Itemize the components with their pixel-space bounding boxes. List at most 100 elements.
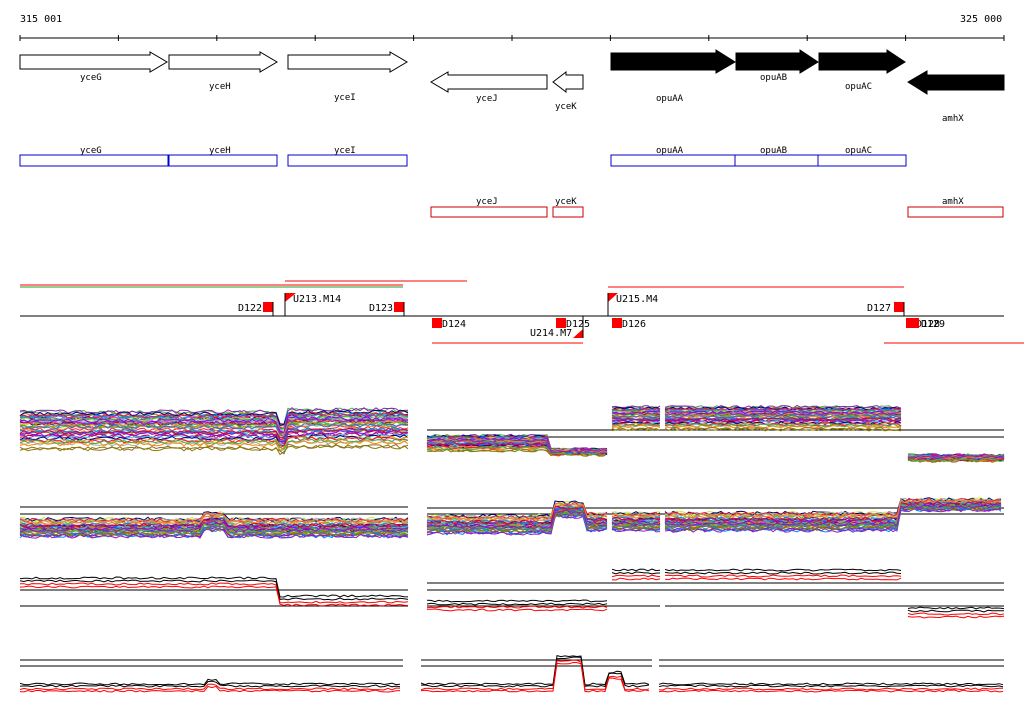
annotation-box-amhx[interactable]: amhX xyxy=(907,197,1004,218)
gene-label-ycej: yceJ xyxy=(476,94,498,104)
expression-trace xyxy=(19,411,409,429)
expression-trace xyxy=(426,409,1005,459)
annotation-label-yceh: yceH xyxy=(209,146,231,156)
annotation-box-opuab[interactable]: opuAB xyxy=(734,146,819,167)
expression-trace xyxy=(19,444,409,456)
expression-trace xyxy=(19,516,409,528)
coordinate-ruler: 315 001 325 000 xyxy=(19,14,1005,41)
mark-d126[interactable]: D126 xyxy=(612,318,646,330)
expression-trace xyxy=(426,409,1005,459)
mark-d123[interactable]: D123 xyxy=(369,302,405,316)
annotation-label-ycek: yceK xyxy=(555,197,577,207)
gene-arrow-ycei[interactable]: yceI xyxy=(287,51,408,103)
expression-trace xyxy=(19,434,409,446)
expression-trace xyxy=(420,656,1004,688)
gene-arrow-opuac[interactable]: opuAC xyxy=(818,49,906,92)
annotation-label-opuab: opuAB xyxy=(760,146,787,156)
expression-trace xyxy=(426,413,1004,460)
mark-d127[interactable]: D127 xyxy=(867,302,905,316)
mark-label-u213: U213.M14 xyxy=(293,294,341,305)
expression-trace xyxy=(20,582,409,604)
annotation-label-opuac: opuAC xyxy=(845,146,872,156)
mark-label-u214: U214.M7 xyxy=(530,328,572,339)
expression-trace xyxy=(19,437,409,450)
expression-trace xyxy=(19,576,409,598)
annotation-box-opuaa[interactable]: opuAA xyxy=(610,146,736,167)
transcript-lines xyxy=(20,280,1024,344)
expression-trace xyxy=(426,568,1005,610)
mark-d124[interactable]: D124 xyxy=(432,318,466,330)
expression-trace xyxy=(19,440,409,452)
gene-label-yceh: yceH xyxy=(209,82,231,92)
mark-d125[interactable]: D125 xyxy=(556,318,590,330)
expression-trace xyxy=(426,574,1005,616)
mark-u214[interactable]: U214.M7 xyxy=(530,316,584,339)
expression-trace xyxy=(19,422,409,438)
expression-trace xyxy=(19,683,401,691)
expression-trace xyxy=(19,520,409,531)
mark-d122[interactable]: D122 xyxy=(238,302,274,316)
annotation-label-amhx: amhX xyxy=(942,197,964,207)
annotation-label-ycei: yceI xyxy=(334,146,356,156)
expression-trace xyxy=(19,585,409,607)
expression-trace xyxy=(426,427,1005,463)
mark-label-d124: D124 xyxy=(442,319,466,330)
expression-trace xyxy=(426,507,1002,536)
expression-trace xyxy=(19,685,401,693)
expression-trace xyxy=(426,414,1005,460)
expression-trace xyxy=(19,427,409,440)
expression-trace xyxy=(19,416,409,433)
gene-label-opuac: opuAC xyxy=(845,82,872,92)
expression-trace xyxy=(19,418,409,434)
expression-trace xyxy=(19,522,409,533)
mark-u213[interactable]: U213.M14 xyxy=(284,293,341,316)
annotation-box-ycei[interactable]: yceI xyxy=(287,146,408,167)
expression-trace xyxy=(426,498,1002,521)
annotation-track-forward: yceG yceH yceI opuAA opuAB opuAC xyxy=(19,146,907,167)
annotation-label-opuaa: opuAA xyxy=(656,146,684,156)
annotation-label-ycej: yceJ xyxy=(476,197,498,207)
mark-d129[interactable]: D129 xyxy=(911,318,945,330)
gene-label-ycei: yceI xyxy=(334,93,356,103)
gene-label-ycee: yceG xyxy=(80,73,102,83)
gene-label-amhx: amhX xyxy=(942,114,964,124)
expression-profiles xyxy=(19,404,1005,693)
gene-arrow-opuaa[interactable]: opuAA xyxy=(610,49,736,104)
ruler-start-label: 315 001 xyxy=(20,14,62,25)
gene-arrow-ycee[interactable]: yceG xyxy=(19,51,168,83)
mark-label-d126: D126 xyxy=(622,319,646,330)
expression-trace xyxy=(426,411,1005,459)
expression-trace xyxy=(19,512,409,524)
expression-trace xyxy=(426,503,1002,530)
gene-arrow-ycek[interactable]: yceK xyxy=(552,70,584,112)
gene-arrow-opuab[interactable]: opuAB xyxy=(735,49,819,83)
expression-trace xyxy=(19,433,409,446)
mark-label-d123: D123 xyxy=(369,303,393,314)
gene-arrow-ycej[interactable]: yceJ xyxy=(430,71,548,104)
gene-arrow-amhx[interactable]: amhX xyxy=(907,70,1005,124)
annotation-box-yceh[interactable]: yceH xyxy=(168,146,278,167)
expression-trace xyxy=(19,435,409,448)
expression-trace xyxy=(19,527,409,539)
gene-arrow-track: yceG yceH yceI yceJ yceK opuAA opuAB op xyxy=(19,49,1005,124)
expression-trace xyxy=(426,577,1005,619)
annotation-track-reverse: yceJ yceK amhX xyxy=(430,197,1004,218)
expression-trace xyxy=(19,521,409,533)
mark-u215[interactable]: U215.M4 xyxy=(607,293,658,316)
mark-label-u215: U215.M4 xyxy=(616,294,658,305)
annotation-box-ycej[interactable]: yceJ xyxy=(430,197,548,218)
gene-arrow-yceh[interactable]: yceH xyxy=(168,51,278,92)
annotation-box-ycek[interactable]: yceK xyxy=(552,197,584,218)
gene-label-opuab: opuAB xyxy=(760,73,787,83)
mark-label-d128: D128 xyxy=(916,319,940,330)
expression-trace xyxy=(426,417,1005,460)
marks-track: D122 U213.M14 D123 D124 U214.M7 D125 D12… xyxy=(20,293,1004,339)
ruler-end-label: 325 000 xyxy=(960,14,1002,25)
expression-trace xyxy=(426,571,1004,613)
gene-label-opuaa: opuAA xyxy=(656,94,684,104)
annotation-box-opuac[interactable]: opuAC xyxy=(817,146,907,167)
expression-trace xyxy=(426,423,1005,462)
annotation-box-ycee[interactable]: yceG xyxy=(19,146,169,167)
annotation-label-ycee: yceG xyxy=(80,146,102,156)
